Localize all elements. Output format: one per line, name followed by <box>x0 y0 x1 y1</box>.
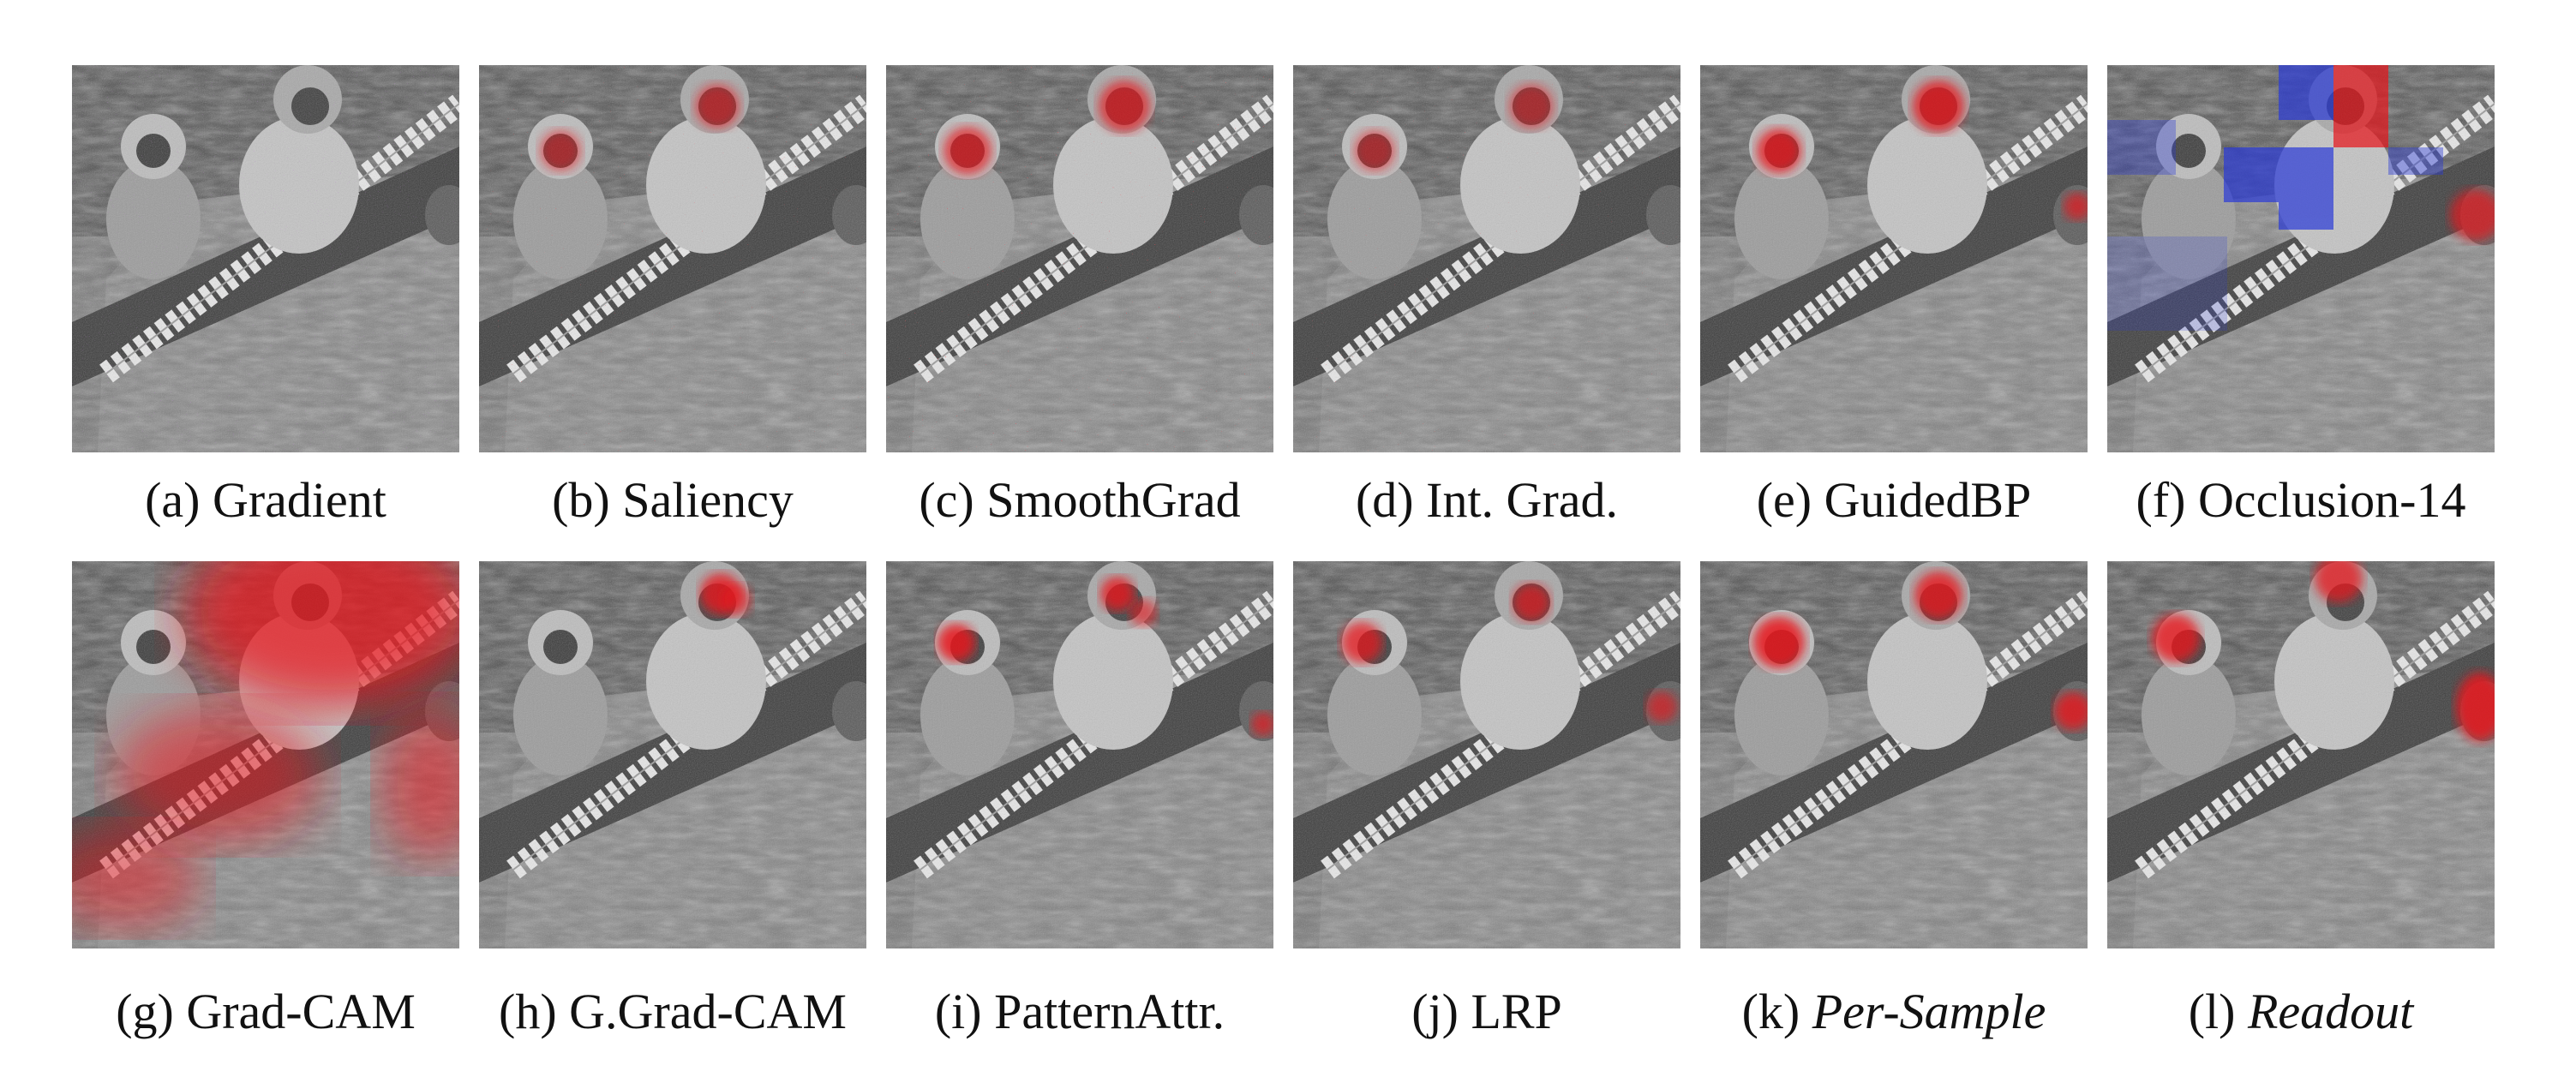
panel-f-image <box>2107 65 2495 452</box>
panel-i-image <box>886 561 1273 948</box>
caption-f: (f) Occlusion-14 <box>2136 472 2466 528</box>
caption-a: (a) Gradient <box>145 472 386 528</box>
panel-c-image <box>886 65 1273 452</box>
panel-l-image <box>2107 561 2495 948</box>
caption-h: (h) G.Grad-CAM <box>499 984 847 1039</box>
panel-h-image <box>479 561 866 948</box>
caption-e: (e) GuidedBP <box>1756 472 2032 528</box>
panel-e-image <box>1700 65 2088 452</box>
panel-a-image <box>72 65 459 452</box>
panel-j-image <box>1293 561 1680 948</box>
panel-k-image <box>1700 561 2088 948</box>
caption-c: (c) SmoothGrad <box>919 472 1241 528</box>
panel-b-image <box>479 65 866 452</box>
caption-l: (l) Readout <box>2188 984 2414 1039</box>
caption-i: (i) PatternAttr. <box>934 984 1225 1039</box>
panel-g-image <box>72 561 459 948</box>
caption-d: (d) Int. Grad. <box>1355 472 1618 528</box>
caption-j: (j) LRP <box>1411 984 1562 1039</box>
panel-d-image <box>1293 65 1680 452</box>
caption-g: (g) Grad-CAM <box>116 984 416 1039</box>
caption-b: (b) Saliency <box>552 472 794 528</box>
caption-k: (k) Per-Sample <box>1741 984 2046 1039</box>
